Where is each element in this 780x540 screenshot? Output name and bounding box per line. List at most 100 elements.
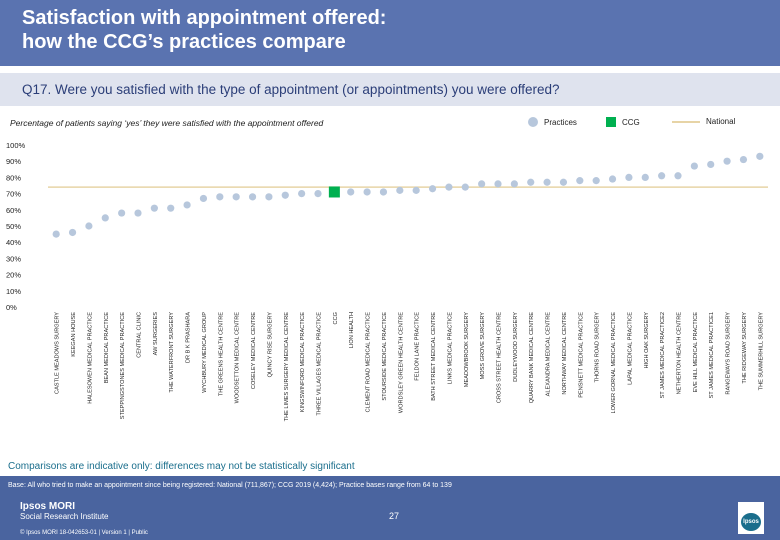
practice-point — [723, 157, 731, 165]
chart-subtitle: Percentage of patients saying ‘yes’ they… — [10, 118, 324, 128]
practice-point — [478, 180, 486, 188]
ipsos-badge-text: Ipsos — [741, 513, 761, 531]
y-tick-label: 0% — [6, 303, 17, 312]
practice-point — [216, 193, 224, 201]
practice-point — [559, 178, 568, 186]
category-label: THE WATERFRONT SURGERY — [169, 312, 175, 393]
category-label: THORNS ROAD SURGERY — [595, 312, 601, 383]
category-label: CROSS STREET HEALTH CENTRE — [497, 312, 503, 403]
category-label: THREE VILLAGES MEDICAL PRACTICE — [317, 312, 323, 416]
practice-point — [314, 190, 322, 198]
logo-subtitle: Social Research Institute — [20, 512, 109, 521]
practice-point — [68, 228, 77, 237]
ipsos-badge: Ipsos — [738, 502, 764, 534]
category-label: STEPPINGSTONES MEDICAL PRACTICE — [120, 312, 126, 420]
page-number: 27 — [388, 511, 399, 521]
category-label: WOODSETTON MEDICAL CENTRE — [235, 312, 241, 404]
category-label: LOWER GORNAL MEDICAL PRACTICE — [611, 312, 617, 414]
chart-area: 0% 10% 20% 30% 40% 50% 60% 70% 80% 90% 100% CASTLE … — [6, 141, 768, 422]
legend-national: National — [672, 117, 735, 126]
practice-point — [248, 193, 257, 201]
category-label: CENTRAL CLINIC — [137, 312, 143, 358]
legend-ccg: CCG — [606, 117, 640, 127]
practice-point — [707, 160, 715, 169]
practice-point — [674, 172, 682, 180]
page-title: Satisfaction with appointment offered: h… — [22, 7, 387, 53]
category-label: LAPAL MEDICAL PRACTICE — [627, 312, 633, 385]
category-label: WYCHBURY MEDICAL GROUP — [202, 312, 208, 393]
category-label: THE GREENS HEALTH CENTRE — [218, 312, 224, 396]
practice-point — [281, 191, 289, 199]
legend-practices-label: Practices — [544, 117, 577, 127]
category-label: EVE HILL MEDICAL PRACTICE — [693, 312, 699, 393]
category-label: WORDSLEY GREEN HEALTH CENTRE — [398, 312, 404, 413]
category-label: KEEGAN HOUSE — [71, 312, 77, 357]
category-label: CCG — [333, 312, 339, 324]
category-label: THE RIDGEWAY SURGERY — [742, 312, 748, 384]
category-label: THE LIMES SURGERY MEDICAL CENTRE — [284, 312, 290, 422]
category-label: STOURSIDE MEDICAL PRACTICE — [382, 312, 388, 401]
category-label: MEADOWBROOK SURGERY — [464, 312, 470, 387]
category-label: QUINCY RISE SURGERY — [267, 312, 273, 378]
practice-point — [85, 222, 93, 230]
category-label: CASTLE MEADOWS SURGERY — [55, 312, 61, 394]
category-label: AW SURGERIES — [153, 312, 159, 356]
category-label: FELDON LANE PRACTICE — [415, 312, 421, 381]
footer-bar — [0, 476, 780, 540]
y-tick-label: 80% — [6, 173, 21, 182]
practice-point — [298, 190, 306, 198]
category-label: CLEMENT ROAD MEDICAL PRACTICE — [366, 312, 372, 413]
practice-point — [134, 209, 142, 217]
y-tick-label: 40% — [6, 238, 21, 247]
category-label: HIGH OAK SURGERY — [644, 312, 650, 369]
significance-note: Comparisons are indicative only: differe… — [8, 461, 355, 472]
y-tick-label: 20% — [6, 271, 21, 280]
category-label: COSELEY MEDICAL CENTRE — [251, 312, 257, 389]
practice-point — [183, 201, 191, 209]
legend-ccg-label: CCG — [622, 117, 640, 127]
question-label: Q17. Were you satisfied with the type of… — [22, 82, 560, 97]
y-tick-label: 30% — [6, 254, 21, 263]
category-label: BEAN MEDICAL PRACTICE — [104, 312, 110, 384]
practice-point — [101, 214, 109, 222]
legend-national-swatch — [672, 120, 700, 123]
practice-point — [658, 172, 666, 180]
practice-point — [363, 188, 371, 196]
practice-point — [118, 209, 126, 217]
category-label: DR B K PRASHARA — [186, 312, 192, 363]
practice-point — [265, 193, 273, 201]
ccg-marker — [328, 186, 340, 198]
practice-point — [494, 180, 502, 188]
category-label: ST JAMES MEDICAL PRACTICE2 — [660, 312, 666, 398]
category-label: THE SUMMERHILL SURGERY — [758, 312, 764, 391]
category-label: KINGSWINFORD MEDICAL PRACTICE — [300, 312, 306, 412]
practice-point — [232, 193, 240, 201]
practice-point — [167, 204, 175, 212]
practice-point — [396, 186, 404, 194]
category-label: HALESOWEN MEDICAL PRACTICE — [87, 312, 93, 404]
legend-ccg-swatch — [606, 117, 616, 127]
practice-point — [150, 204, 158, 212]
legend-practices-swatch — [528, 117, 538, 127]
category-label: BATH STREET MEDICAL CENTRE — [431, 312, 437, 401]
practice-point — [543, 178, 551, 186]
practice-point — [412, 186, 420, 194]
y-tick-label: 90% — [6, 157, 21, 166]
practice-point — [461, 183, 469, 191]
base-text: Base: All who tried to make an appointme… — [8, 482, 452, 489]
category-label: RANGEWAYS ROAD SURGERY — [726, 312, 732, 395]
logo-title: Ipsos MORI — [20, 501, 76, 512]
question-bar — [0, 73, 780, 106]
category-label: LINKS MEDICAL PRACTICE — [447, 312, 453, 384]
legend-practices: Practices — [528, 117, 577, 127]
y-tick-label: 70% — [6, 190, 21, 199]
practice-point — [428, 185, 437, 193]
practice-point — [690, 162, 698, 170]
category-label: NETHERTON HEALTH CENTRE — [677, 312, 683, 395]
copyright-text: © Ipsos MORI 18-042653-01 | Version 1 | … — [20, 530, 148, 536]
practice-point — [592, 177, 600, 185]
legend-national-label: National — [706, 117, 736, 126]
category-label: ST JAMES MEDICAL PRACTICE1 — [709, 312, 715, 398]
practice-point — [756, 152, 764, 160]
y-tick-label: 10% — [6, 287, 21, 296]
